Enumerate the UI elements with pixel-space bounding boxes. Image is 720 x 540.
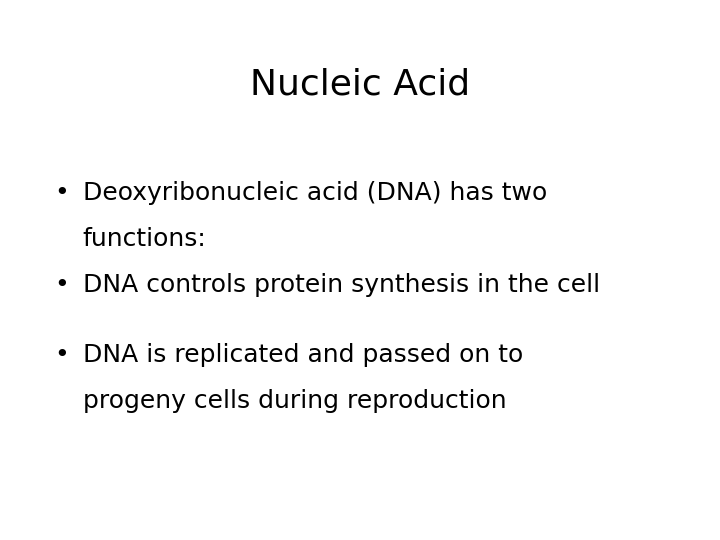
Text: DNA controls protein synthesis in the cell: DNA controls protein synthesis in the ce… bbox=[83, 273, 600, 296]
Text: •: • bbox=[54, 343, 68, 367]
Text: Deoxyribonucleic acid (DNA) has two: Deoxyribonucleic acid (DNA) has two bbox=[83, 181, 547, 205]
Text: DNA is replicated and passed on to: DNA is replicated and passed on to bbox=[83, 343, 523, 367]
Text: progeny cells during reproduction: progeny cells during reproduction bbox=[83, 389, 506, 413]
Text: Nucleic Acid: Nucleic Acid bbox=[250, 68, 470, 102]
Text: •: • bbox=[54, 273, 68, 296]
Text: functions:: functions: bbox=[83, 227, 207, 251]
Text: •: • bbox=[54, 181, 68, 205]
